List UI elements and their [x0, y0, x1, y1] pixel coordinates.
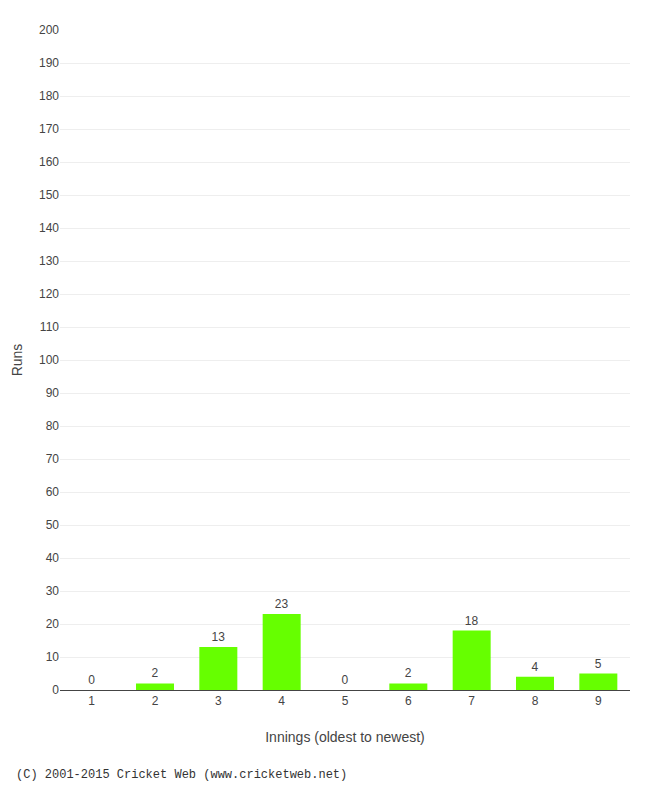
svg-text:180: 180	[39, 89, 59, 103]
svg-text:2: 2	[152, 666, 159, 680]
svg-text:160: 160	[39, 155, 59, 169]
svg-text:18: 18	[465, 614, 479, 628]
svg-text:110: 110	[40, 320, 59, 334]
svg-text:4: 4	[278, 694, 285, 708]
svg-text:30: 30	[46, 584, 60, 598]
svg-text:6: 6	[405, 694, 412, 708]
svg-text:5: 5	[595, 657, 602, 671]
svg-text:4: 4	[532, 660, 539, 674]
svg-text:80: 80	[46, 419, 60, 433]
svg-text:3: 3	[215, 694, 222, 708]
svg-text:23: 23	[275, 597, 289, 611]
svg-text:140: 140	[39, 221, 59, 235]
svg-text:40: 40	[46, 551, 60, 565]
svg-text:100: 100	[39, 353, 59, 367]
svg-text:2: 2	[152, 694, 159, 708]
svg-text:5: 5	[342, 694, 349, 708]
svg-text:50: 50	[46, 518, 60, 532]
svg-text:10: 10	[46, 650, 60, 664]
svg-text:150: 150	[39, 188, 59, 202]
svg-text:0: 0	[52, 683, 59, 697]
svg-text:(C) 2001-2015 Cricket Web (www: (C) 2001-2015 Cricket Web (www.cricketwe…	[16, 768, 347, 782]
svg-text:70: 70	[46, 452, 60, 466]
svg-text:Runs: Runs	[9, 344, 25, 377]
svg-text:90: 90	[46, 386, 60, 400]
svg-text:Innings (oldest to newest): Innings (oldest to newest)	[265, 729, 425, 745]
svg-text:20: 20	[46, 617, 60, 631]
svg-text:1: 1	[88, 694, 95, 708]
svg-text:13: 13	[211, 630, 225, 644]
svg-text:130: 130	[39, 254, 59, 268]
svg-text:8: 8	[532, 694, 539, 708]
svg-text:0: 0	[342, 673, 349, 687]
svg-text:2: 2	[405, 666, 412, 680]
svg-text:0: 0	[88, 673, 95, 687]
svg-text:200: 200	[39, 23, 59, 37]
svg-text:190: 190	[39, 56, 59, 70]
svg-text:9: 9	[595, 694, 602, 708]
svg-text:120: 120	[39, 287, 59, 301]
svg-text:60: 60	[46, 485, 60, 499]
svg-text:170: 170	[39, 122, 59, 136]
svg-text:7: 7	[468, 694, 475, 708]
